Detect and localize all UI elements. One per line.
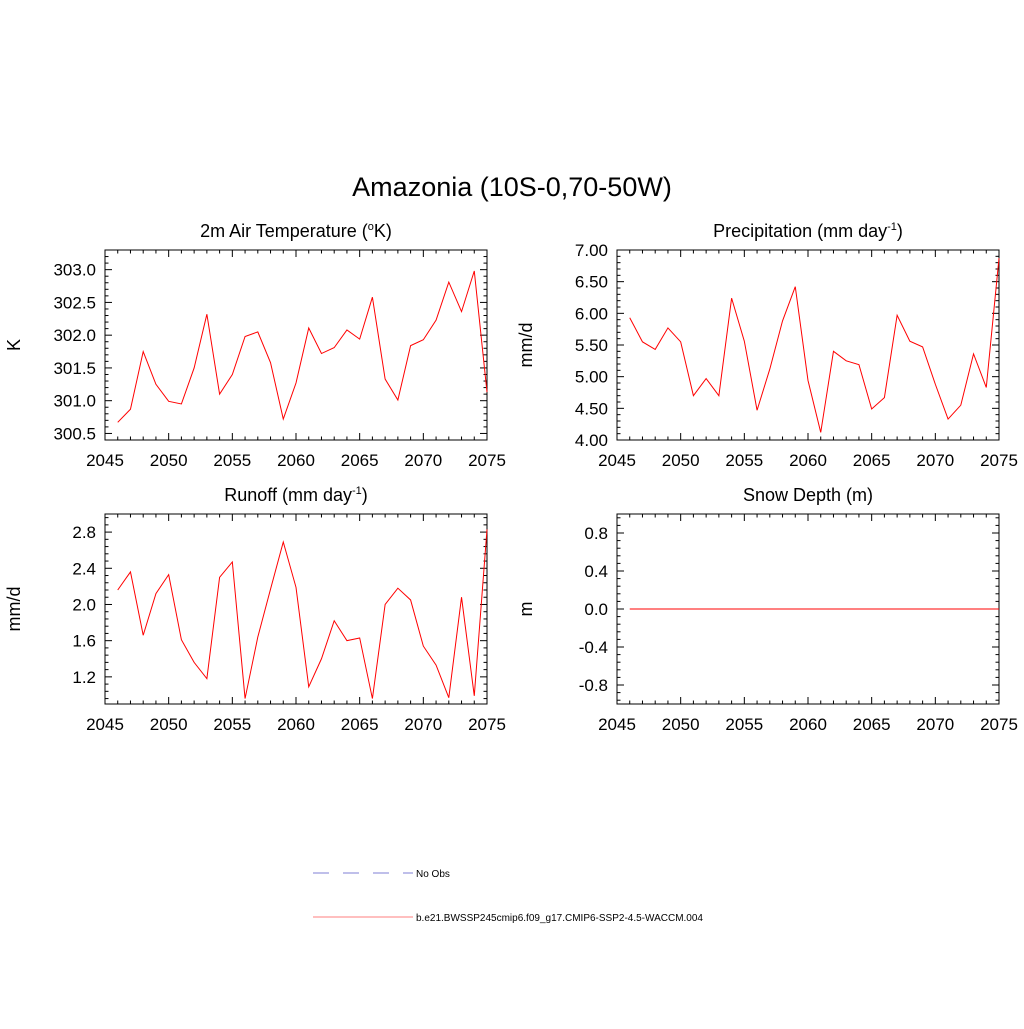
y-tick-label: 302.5: [53, 293, 96, 312]
y-tick-label: 5.00: [575, 368, 608, 387]
x-tick-label: 2055: [725, 715, 763, 734]
y-tick-label: -0.8: [579, 676, 608, 695]
y-tick-label: 0.0: [584, 600, 608, 619]
y-tick-label: -0.4: [579, 638, 608, 657]
y-tick-label: 0.4: [584, 562, 608, 581]
y-tick-label: 300.5: [53, 424, 96, 443]
y-tick-label: 2.4: [72, 559, 96, 578]
y-axis-label: mm/d: [4, 587, 24, 632]
plot-frame: [104, 249, 488, 441]
x-tick-label: 2070: [404, 715, 442, 734]
x-tick-label: 2045: [86, 451, 124, 470]
panel-title: Snow Depth (m): [743, 485, 873, 505]
plot-frame: [104, 513, 488, 705]
x-tick-label: 2050: [662, 715, 700, 734]
y-tick-label: 302.0: [53, 326, 96, 345]
x-tick-label: 2060: [789, 715, 827, 734]
y-tick-label: 6.00: [575, 304, 608, 323]
x-tick-label: 2045: [86, 715, 124, 734]
panel-title: Runoff (mm day-1): [224, 485, 368, 505]
y-tick-label: 5.50: [575, 336, 608, 355]
series-line: [629, 258, 1000, 433]
y-tick-label: 2.0: [72, 595, 96, 614]
y-tick-label: 6.50: [575, 273, 608, 292]
y-tick-label: 301.0: [53, 392, 96, 411]
panel-2: Precipitation (mm day-1) 2045 2050 2055 2060…: [516, 221, 1018, 470]
x-tick-label: 2065: [341, 451, 379, 470]
legend-label-2: b.e21.BWSSP245cmip6.f09_g17.CMIP6-SSP2-4…: [416, 913, 703, 924]
x-tick-label: 2065: [853, 451, 891, 470]
y-axis-label: K: [4, 339, 24, 351]
x-tick-label: 2055: [725, 451, 763, 470]
x-tick-label: 2070: [916, 715, 954, 734]
x-tick-label: 2075: [980, 715, 1018, 734]
x-tick-label: 2060: [277, 451, 315, 470]
panel-title: 2m Air Temperature (oK): [200, 221, 392, 241]
panel-3: Runoff (mm day-1) 2045 2050 2055 2060 2065 207…: [4, 485, 506, 734]
y-tick-label: 7.00: [575, 241, 608, 260]
y-tick-label: 1.2: [72, 668, 96, 687]
x-tick-label: 2060: [277, 715, 315, 734]
x-tick-label: 2070: [404, 451, 442, 470]
y-tick-label: 1.6: [72, 632, 96, 651]
panel-title: Precipitation (mm day-1): [713, 221, 903, 241]
plot-frame: [616, 249, 1000, 441]
panel-1: 2m Air Temperature (oK) 2045 2050 2055 2060 2…: [4, 221, 506, 470]
x-tick-label: 2055: [213, 715, 251, 734]
series-line: [117, 270, 488, 423]
y-tick-label: 303.0: [53, 261, 96, 280]
x-tick-label: 2045: [598, 715, 636, 734]
main-title: Amazonia (10S-0,70-50W): [352, 172, 672, 202]
legend-label-1: No Obs: [416, 869, 450, 880]
x-tick-label: 2065: [853, 715, 891, 734]
x-tick-label: 2055: [213, 451, 251, 470]
x-tick-label: 2050: [150, 451, 188, 470]
x-tick-label: 2065: [341, 715, 379, 734]
x-tick-label: 2060: [789, 451, 827, 470]
x-tick-label: 2050: [662, 451, 700, 470]
y-tick-label: 4.50: [575, 399, 608, 418]
y-axis-label: m: [516, 602, 536, 617]
y-axis-label: mm/d: [516, 323, 536, 368]
y-tick-label: 0.8: [584, 524, 608, 543]
panels: 2m Air Temperature (oK) 2045 2050 2055 2060 2…: [4, 221, 1018, 734]
series-line: [117, 529, 488, 699]
x-tick-label: 2050: [150, 715, 188, 734]
y-tick-label: 2.8: [72, 523, 96, 542]
x-tick-label: 2070: [916, 451, 954, 470]
x-tick-label: 2075: [468, 715, 506, 734]
y-tick-label: 4.00: [575, 431, 608, 450]
y-tick-label: 301.5: [53, 359, 96, 378]
x-tick-label: 2075: [468, 451, 506, 470]
panel-4: Snow Depth (m) 2045 2050 2055 2060 2065 2070 20…: [516, 485, 1018, 734]
x-tick-label: 2045: [598, 451, 636, 470]
x-tick-label: 2075: [980, 451, 1018, 470]
legend: No Obs b.e21.BWSSP245cmip6.f09_g17.CMIP6-…: [313, 869, 703, 924]
